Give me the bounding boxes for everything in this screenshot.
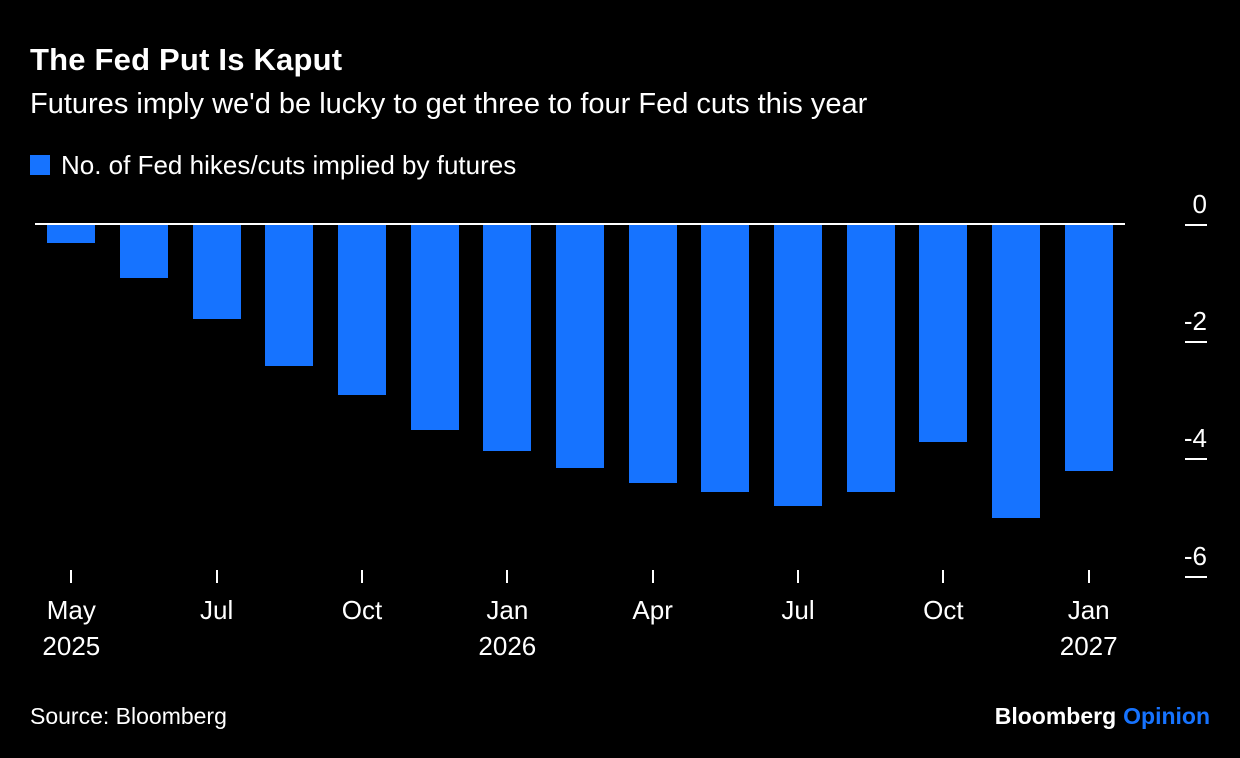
bar	[846, 225, 895, 492]
x-axis-label: May 2025	[42, 595, 101, 661]
zero-baseline	[35, 223, 1125, 225]
bar	[992, 225, 1040, 518]
y-axis-label: -2	[1183, 306, 1207, 337]
y-axis-tick	[1185, 341, 1207, 344]
bar	[701, 225, 750, 492]
plot-area	[35, 223, 1125, 600]
y-axis-tick	[1185, 575, 1207, 578]
bar	[192, 225, 241, 319]
y-axis-label: -4	[1183, 423, 1207, 454]
legend-swatch-icon	[30, 155, 50, 175]
y-axis-label: -6	[1183, 540, 1207, 571]
chart-subtitle: Futures imply we'd be lucky to get three…	[30, 88, 868, 120]
bar	[410, 225, 459, 431]
bar	[120, 225, 168, 278]
bar	[483, 225, 532, 451]
bloomberg-opinion-logo: Bloomberg Opinion	[995, 703, 1210, 730]
legend: No. of Fed hikes/cuts implied by futures	[30, 150, 516, 180]
bar	[774, 225, 822, 507]
bar	[556, 225, 604, 469]
logo-secondary-text: Opinion	[1123, 703, 1210, 729]
y-axis-label: 0	[1192, 189, 1207, 219]
bar	[338, 225, 386, 395]
y-axis-tick	[1185, 224, 1207, 226]
bar	[628, 225, 677, 483]
bar	[265, 225, 314, 366]
logo-primary-text: Bloomberg	[994, 703, 1117, 729]
bar	[919, 225, 968, 442]
bar	[1064, 225, 1113, 472]
chart-title: The Fed Put Is Kaput	[30, 42, 343, 77]
legend-label: No. of Fed hikes/cuts implied by futures	[61, 149, 517, 180]
x-axis-label: Jan 2027	[1059, 595, 1118, 661]
bar	[47, 225, 96, 243]
source-note: Source: Bloomberg	[30, 703, 227, 729]
y-axis-tick	[1185, 458, 1207, 461]
x-axis-label: Jan 2026	[478, 595, 537, 661]
